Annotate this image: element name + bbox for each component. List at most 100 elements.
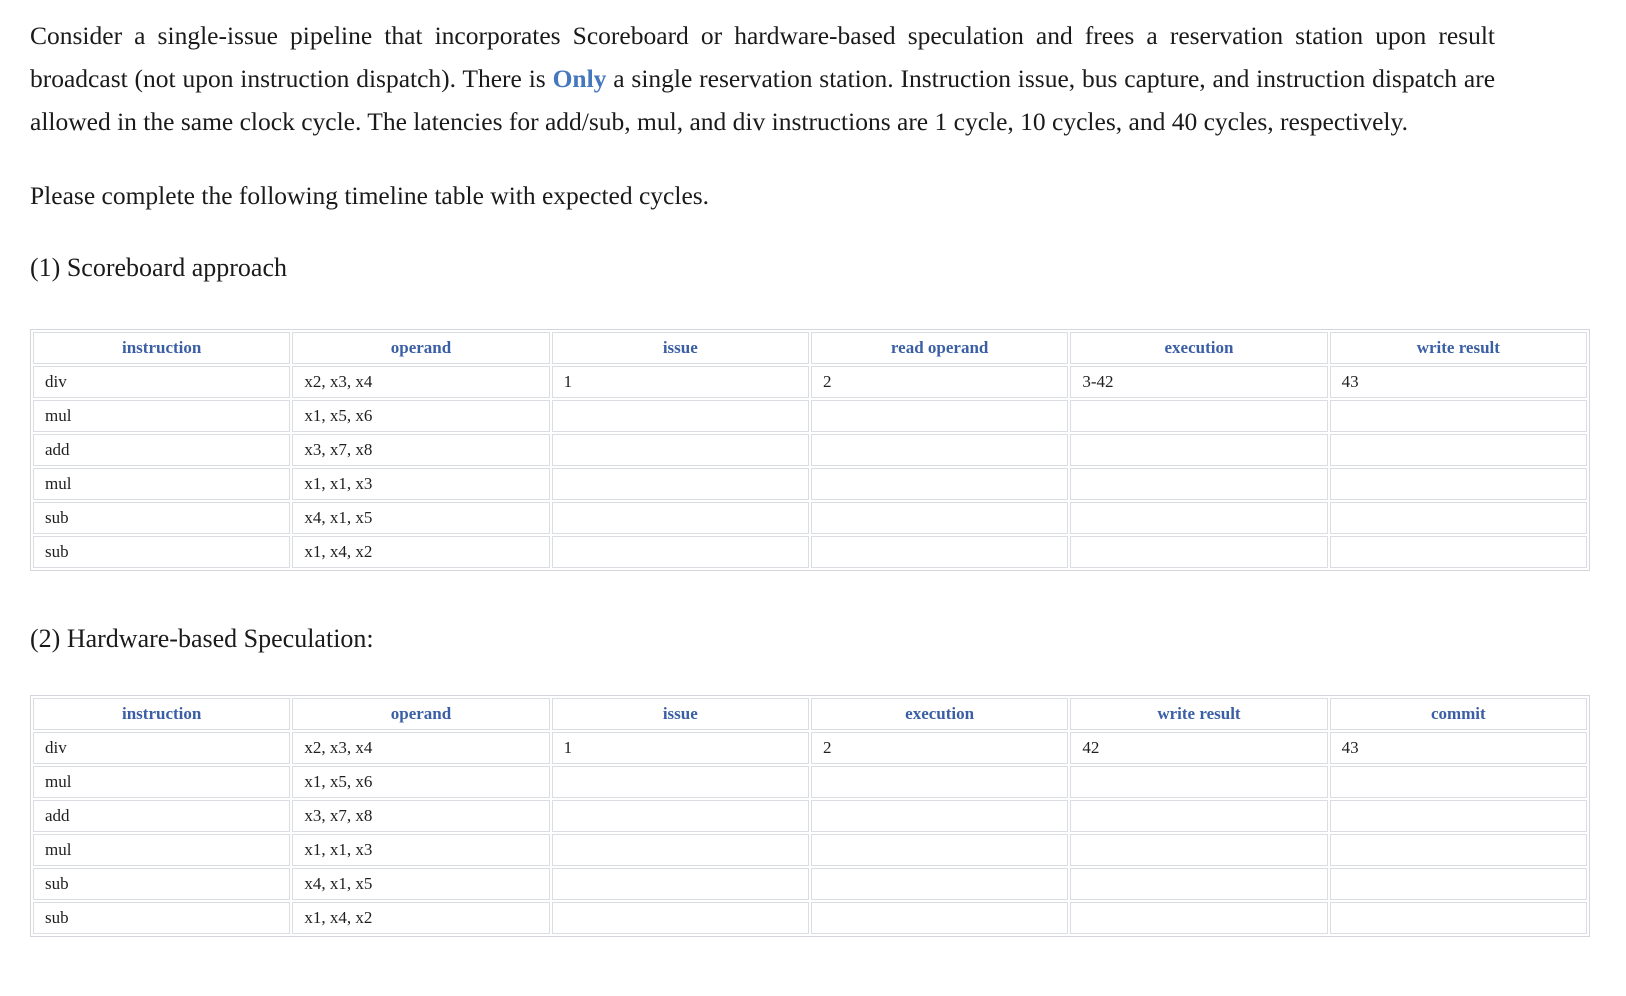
empty-cycle-cell (1329, 766, 1587, 798)
empty-cycle-cell (810, 766, 1069, 798)
table-cell: 42 (1070, 732, 1328, 764)
table-row: add x3, x7, x8 (33, 800, 1587, 832)
empty-cycle-cell (1070, 434, 1328, 466)
empty-cycle-cell (1329, 434, 1587, 466)
empty-cycle-cell (1070, 536, 1328, 568)
empty-cycle-cell (551, 536, 809, 568)
scoreboard-timeline-table: instruction operand issue read operand execu… (30, 329, 1590, 571)
table-cell: mul (33, 468, 291, 500)
table-cell: x1, x4, x2 (292, 536, 550, 568)
empty-cycle-cell (810, 468, 1069, 500)
empty-cycle-cell (1070, 868, 1328, 900)
empty-cycle-cell (551, 468, 809, 500)
column-header-issue: issue (551, 332, 809, 364)
table-cell: 2 (810, 732, 1069, 764)
table-cell: x1, x1, x3 (292, 468, 550, 500)
empty-cycle-cell (810, 868, 1069, 900)
column-header-execution: execution (810, 698, 1069, 730)
table-cell: x1, x5, x6 (292, 766, 550, 798)
table-row: mul x1, x1, x3 (33, 834, 1587, 866)
empty-cycle-cell (810, 502, 1069, 534)
empty-cycle-cell (551, 400, 809, 432)
intro-text-after: a single reservation station. Instructio… (30, 64, 1496, 136)
table-cell: 3-42 (1070, 366, 1328, 398)
table-cell: 43 (1329, 732, 1587, 764)
table-cell: mul (33, 766, 291, 798)
empty-cycle-cell (1070, 800, 1328, 832)
table-row: sub x1, x4, x2 (33, 902, 1587, 934)
empty-cycle-cell (810, 434, 1069, 466)
table-cell: x4, x1, x5 (292, 502, 550, 534)
empty-cycle-cell (1070, 766, 1328, 798)
empty-cycle-cell (1070, 902, 1328, 934)
table-cell: x2, x3, x4 (292, 732, 550, 764)
table-row: sub x4, x1, x5 (33, 868, 1587, 900)
empty-cycle-cell (810, 800, 1069, 832)
table-row: mul x1, x5, x6 (33, 400, 1587, 432)
speculation-timeline-table: instruction operand issue execution write re… (30, 695, 1590, 937)
empty-cycle-cell (810, 400, 1069, 432)
empty-cycle-cell (551, 868, 809, 900)
intro-text-before: Consider a single-issue pipeline that in… (30, 21, 1495, 93)
empty-cycle-cell (551, 834, 809, 866)
table-cell: x1, x4, x2 (292, 902, 550, 934)
intro-paragraph: Consider a single-issue pipeline that in… (30, 14, 1495, 143)
table-row: sub x4, x1, x5 (33, 502, 1587, 534)
only-highlight: Only (552, 64, 607, 93)
table-row: add x3, x7, x8 (33, 434, 1587, 466)
table-cell: div (33, 366, 291, 398)
table-cell: sub (33, 868, 291, 900)
document-page: Consider a single-issue pipeline that in… (30, 14, 1590, 937)
table-cell: 1 (551, 366, 809, 398)
empty-cycle-cell (1329, 834, 1587, 866)
empty-cycle-cell (1070, 502, 1328, 534)
table-cell: x1, x5, x6 (292, 400, 550, 432)
empty-cycle-cell (1329, 400, 1587, 432)
table-cell: x4, x1, x5 (292, 868, 550, 900)
empty-cycle-cell (1329, 902, 1587, 934)
empty-cycle-cell (1329, 536, 1587, 568)
empty-cycle-cell (1070, 834, 1328, 866)
table-cell: mul (33, 400, 291, 432)
empty-cycle-cell (810, 536, 1069, 568)
prompt-paragraph: Please complete the following timeline t… (30, 181, 710, 210)
table-cell: sub (33, 536, 291, 568)
table-row: div x2, x3, x4 1 2 3-42 43 (33, 366, 1587, 398)
table-cell: 2 (810, 366, 1069, 398)
table-cell: x3, x7, x8 (292, 800, 550, 832)
empty-cycle-cell (810, 834, 1069, 866)
empty-cycle-cell (551, 434, 809, 466)
column-header-instruction: instruction (33, 698, 291, 730)
column-header-commit: commit (1329, 698, 1587, 730)
table-header-row: instruction operand issue execution write re… (33, 698, 1587, 730)
empty-cycle-cell (551, 502, 809, 534)
table-row: mul x1, x1, x3 (33, 468, 1587, 500)
column-header-write-result: write result (1070, 698, 1328, 730)
table-cell: 1 (551, 732, 809, 764)
empty-cycle-cell (1329, 800, 1587, 832)
table-row: div x2, x3, x4 1 2 42 43 (33, 732, 1587, 764)
section-heading-speculation: (2) Hardware-based Speculation: (30, 624, 374, 653)
empty-cycle-cell (1070, 468, 1328, 500)
empty-cycle-cell (551, 800, 809, 832)
table-cell: x2, x3, x4 (292, 366, 550, 398)
table-row: sub x1, x4, x2 (33, 536, 1587, 568)
table-cell: add (33, 800, 291, 832)
empty-cycle-cell (1329, 502, 1587, 534)
table-cell: add (33, 434, 291, 466)
empty-cycle-cell (1070, 400, 1328, 432)
empty-cycle-cell (810, 902, 1069, 934)
empty-cycle-cell (1329, 468, 1587, 500)
table-cell: 43 (1329, 366, 1587, 398)
table-cell: mul (33, 834, 291, 866)
table-row: mul x1, x5, x6 (33, 766, 1587, 798)
column-header-read-operand: read operand (810, 332, 1069, 364)
table-cell: x1, x1, x3 (292, 834, 550, 866)
column-header-write-result: write result (1329, 332, 1587, 364)
table-cell: sub (33, 502, 291, 534)
table-cell: sub (33, 902, 291, 934)
column-header-operand: operand (292, 698, 550, 730)
table-cell: x3, x7, x8 (292, 434, 550, 466)
column-header-execution: execution (1070, 332, 1328, 364)
empty-cycle-cell (551, 902, 809, 934)
